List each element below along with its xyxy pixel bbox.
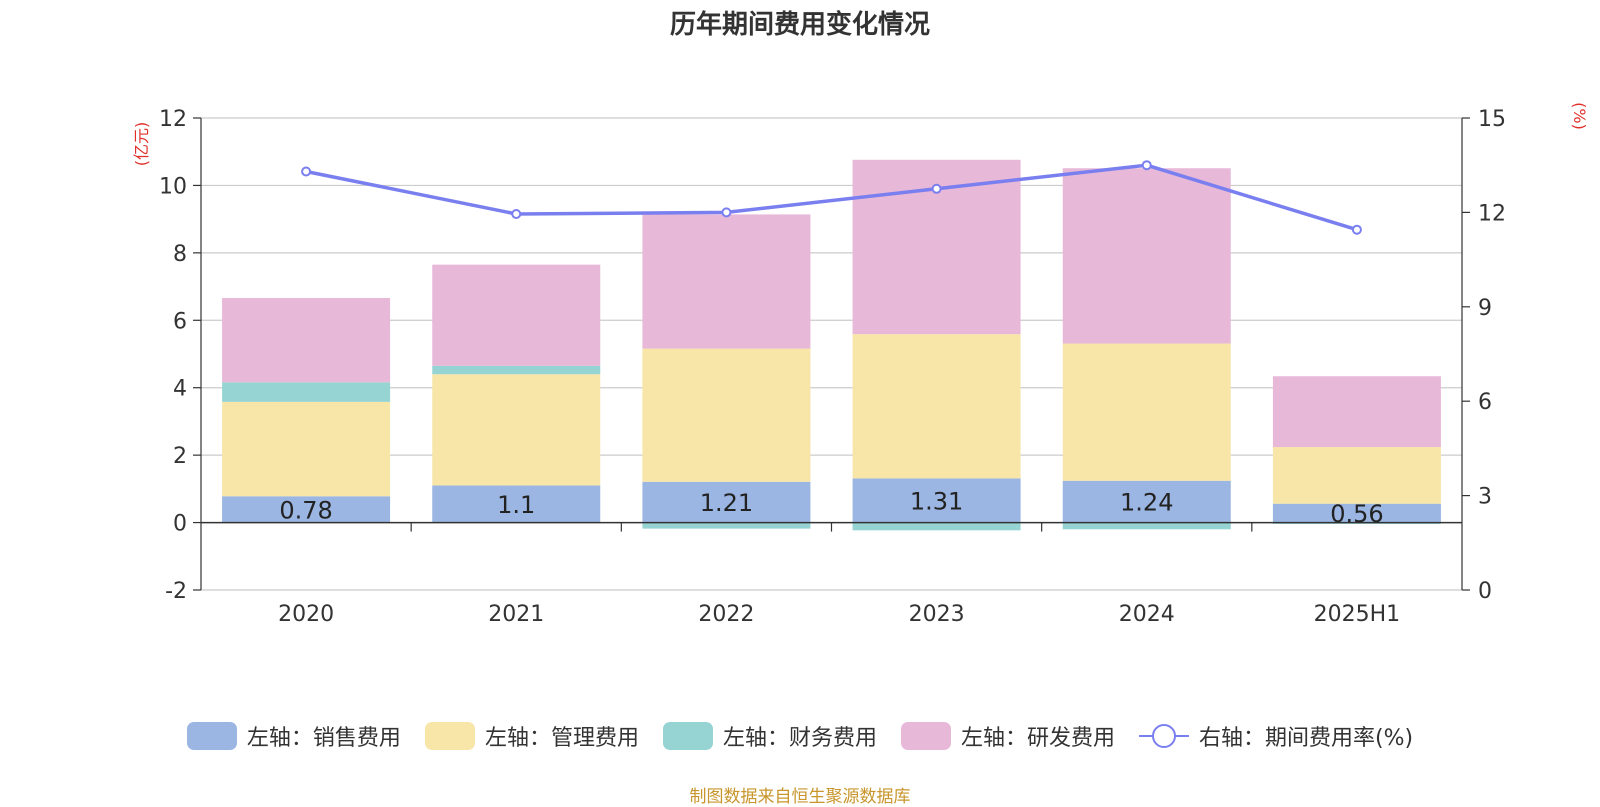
bar-segment: [1272, 503, 1441, 523]
left-axis-unit: (亿元): [132, 122, 151, 167]
left-tick-label: 4: [173, 377, 187, 402]
legend-item[interactable]: 左轴：研发费用: [900, 720, 1115, 752]
rate-point: [721, 207, 732, 218]
rate-line: [301, 160, 1362, 235]
right-tick-label: 12: [1478, 201, 1506, 226]
rate-point: [1141, 160, 1152, 171]
left-tick-label: 10: [159, 174, 187, 199]
category-label: 2020: [278, 602, 334, 627]
data-label: 1.1: [497, 491, 535, 519]
legend-swatch: [900, 722, 951, 750]
data-label: 0.56: [1330, 500, 1383, 528]
bar-segment: [222, 298, 391, 383]
bar-segment: [222, 401, 391, 497]
bar-segment: [222, 496, 391, 523]
legend: 左轴：销售费用 左轴：管理费用 左轴：财务费用 左轴：研发费用 右轴：期间费用率(%): [0, 718, 1600, 754]
right-tick-label: 9: [1478, 296, 1492, 321]
bar-segment: [1062, 522, 1231, 530]
rate-point: [301, 166, 312, 177]
legend-label: 左轴：财务费用: [722, 726, 877, 751]
legend-swatch: [662, 722, 713, 750]
legend-label: 左轴：管理费用: [484, 726, 639, 751]
data-label: 1.21: [700, 489, 753, 517]
legend-label: 左轴：销售费用: [246, 726, 401, 751]
right-tick-label: 0: [1478, 579, 1492, 604]
bar-segment: [642, 522, 811, 529]
rate-point: [511, 208, 522, 219]
bar-segment: [432, 365, 601, 375]
data-label: 0.78: [279, 496, 332, 524]
bar-segment: [222, 382, 391, 402]
category-label: 2022: [698, 602, 754, 627]
right-axis-unit: (%): [1570, 102, 1589, 130]
bar-segment: [1062, 343, 1231, 481]
bar-segment: [642, 348, 811, 482]
bar-stacks: [222, 159, 1441, 531]
legend-line-marker: [1138, 722, 1189, 750]
legend-item[interactable]: 左轴：管理费用: [424, 720, 639, 752]
chart-canvas: -2 0 2 4 6 8 10 12 0 3 6 9 12 15 2020 2021 2022 2023 2024 2…: [132, 102, 1589, 627]
rate-point: [1351, 224, 1362, 235]
left-tick-label: 8: [173, 242, 187, 267]
axes: -2 0 2 4 6 8 10 12 0 3 6 9 12 15 2020 2021 2022 2023 2024 2…: [132, 102, 1589, 627]
left-tick-label: -2: [165, 579, 187, 604]
legend-item[interactable]: 左轴：财务费用: [662, 720, 877, 752]
bar-segment: [432, 485, 601, 523]
bar-segment: [1272, 376, 1441, 448]
bar-segment: [432, 264, 601, 366]
bar-segment: [852, 478, 1021, 523]
chart-title: 历年期间费用变化情况: [669, 10, 930, 40]
left-tick-label: 6: [173, 309, 187, 334]
bar-segment: [1272, 447, 1441, 504]
bar-segment: [642, 481, 811, 523]
bar-segment: [432, 374, 601, 486]
data-label: 1.24: [1120, 489, 1173, 517]
right-tick-label: 6: [1478, 390, 1492, 415]
left-tick-label: 12: [159, 107, 187, 132]
bar-segment: [852, 522, 1021, 531]
category-label: 2025H1: [1314, 602, 1401, 627]
legend-item[interactable]: 左轴：销售费用: [186, 720, 401, 752]
legend-label: 左轴：研发费用: [960, 726, 1115, 751]
data-label: 1.31: [910, 487, 963, 515]
bar-segment: [1062, 168, 1231, 344]
rate-line-path: [305, 163, 1358, 232]
legend-swatch: [424, 722, 475, 750]
category-label: 2024: [1119, 602, 1175, 627]
bar-segment: [852, 334, 1021, 479]
source-note: 制图数据来自恒生聚源数据库: [689, 787, 911, 807]
category-label: 2023: [909, 602, 965, 627]
right-tick-label: 3: [1478, 485, 1492, 510]
rate-point: [931, 183, 942, 194]
left-tick-label: 0: [173, 512, 187, 537]
category-label: 2021: [488, 602, 544, 627]
legend-label: 右轴：期间费用率(%): [1198, 726, 1414, 751]
legend-swatch: [186, 722, 237, 750]
legend-item[interactable]: 右轴：期间费用率(%): [1138, 720, 1414, 752]
right-tick-label: 15: [1478, 107, 1506, 132]
left-tick-label: 2: [173, 444, 187, 469]
bar-segment: [1062, 480, 1231, 523]
data-labels: 0.78 1.1 1.21 1.31 1.24 0.56: [279, 487, 1383, 528]
bar-segment: [642, 214, 811, 349]
